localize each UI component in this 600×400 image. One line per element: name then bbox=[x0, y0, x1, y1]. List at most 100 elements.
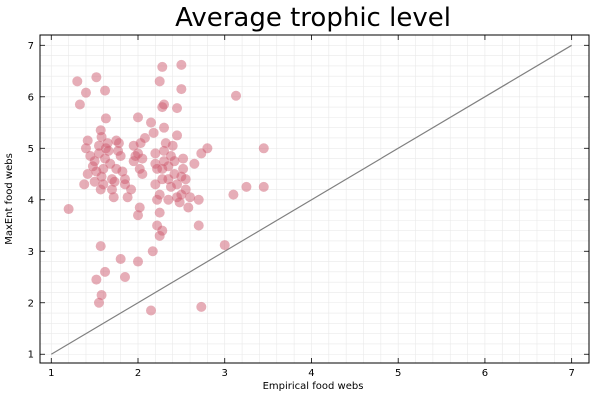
data-point bbox=[169, 156, 180, 167]
data-points bbox=[63, 59, 269, 316]
data-point bbox=[82, 169, 93, 180]
data-point bbox=[98, 179, 109, 190]
data-point bbox=[126, 184, 137, 195]
data-point bbox=[109, 176, 120, 187]
x-tick-label: 6 bbox=[482, 368, 488, 379]
data-point bbox=[72, 76, 83, 87]
data-point bbox=[157, 225, 168, 236]
data-point bbox=[147, 246, 158, 257]
data-point bbox=[258, 181, 269, 192]
y-tick-label: 5 bbox=[28, 144, 34, 155]
data-point bbox=[167, 140, 178, 151]
data-point bbox=[231, 90, 242, 101]
data-point bbox=[103, 145, 114, 156]
data-point bbox=[117, 166, 128, 177]
data-point bbox=[74, 99, 85, 110]
y-tick-label: 6 bbox=[28, 92, 34, 103]
data-point bbox=[113, 138, 124, 149]
data-point bbox=[193, 220, 204, 231]
data-point bbox=[154, 189, 165, 200]
data-point bbox=[196, 301, 207, 312]
identity-line bbox=[50, 44, 572, 355]
data-point bbox=[258, 143, 269, 154]
data-point bbox=[157, 102, 168, 113]
data-point bbox=[102, 138, 113, 149]
data-point bbox=[189, 158, 200, 169]
data-point bbox=[89, 156, 100, 167]
data-point bbox=[178, 163, 189, 174]
data-point bbox=[154, 76, 165, 87]
chart-title: Average trophic level bbox=[175, 3, 451, 33]
data-point bbox=[176, 84, 187, 95]
data-point bbox=[172, 179, 183, 190]
data-point bbox=[115, 253, 126, 264]
x-tick-label: 1 bbox=[48, 368, 54, 379]
data-point bbox=[137, 153, 148, 164]
data-point bbox=[150, 179, 161, 190]
x-axis-label: Empirical food webs bbox=[263, 381, 364, 392]
axis-ticks: 1 2 3 4 5 6 7 1 2 3 4 5 6 7 bbox=[28, 35, 589, 379]
y-tick-label: 7 bbox=[28, 41, 34, 52]
data-point bbox=[133, 112, 144, 123]
reference-line-layer bbox=[50, 44, 572, 355]
data-point bbox=[185, 192, 196, 203]
y-tick-label: 1 bbox=[28, 350, 34, 361]
data-point bbox=[174, 197, 185, 208]
data-point bbox=[159, 122, 170, 133]
x-tick-label: 3 bbox=[222, 368, 228, 379]
data-point bbox=[82, 135, 93, 146]
data-point bbox=[176, 59, 187, 70]
data-point bbox=[146, 305, 157, 316]
data-point bbox=[96, 171, 107, 182]
data-point bbox=[95, 241, 106, 252]
data-point bbox=[122, 192, 133, 203]
data-point bbox=[172, 130, 183, 141]
data-point bbox=[133, 256, 144, 267]
data-point bbox=[146, 117, 157, 128]
data-point bbox=[148, 127, 159, 138]
data-point bbox=[96, 131, 107, 142]
y-axis-label: MaxEnt food webs bbox=[4, 153, 15, 245]
data-point bbox=[154, 207, 165, 218]
x-tick-label: 5 bbox=[395, 368, 401, 379]
y-tick-label: 4 bbox=[28, 195, 34, 206]
data-point bbox=[93, 297, 104, 308]
data-point bbox=[159, 145, 170, 156]
data-point bbox=[193, 194, 204, 205]
data-point bbox=[89, 176, 100, 187]
data-point bbox=[183, 202, 194, 213]
data-point bbox=[241, 181, 252, 192]
data-point bbox=[80, 87, 91, 98]
data-point bbox=[178, 153, 189, 164]
data-point bbox=[100, 113, 111, 124]
data-point bbox=[119, 272, 130, 283]
data-point bbox=[91, 72, 102, 83]
data-point bbox=[115, 151, 126, 162]
data-point bbox=[100, 85, 111, 96]
data-point bbox=[137, 169, 148, 180]
y-tick-label: 2 bbox=[28, 298, 34, 309]
data-point bbox=[63, 204, 74, 215]
data-point bbox=[163, 194, 174, 205]
data-point bbox=[108, 192, 119, 203]
data-point bbox=[80, 143, 91, 154]
data-point bbox=[150, 148, 161, 159]
x-tick-label: 4 bbox=[308, 368, 314, 379]
data-point bbox=[134, 202, 145, 213]
y-tick-label: 3 bbox=[28, 247, 34, 258]
data-point bbox=[202, 143, 213, 154]
data-point bbox=[180, 174, 191, 185]
data-point bbox=[106, 184, 117, 195]
data-point bbox=[98, 163, 109, 174]
x-tick-label: 2 bbox=[135, 368, 141, 379]
data-point bbox=[100, 266, 111, 277]
data-point bbox=[228, 189, 239, 200]
x-tick-label: 7 bbox=[568, 368, 574, 379]
data-point bbox=[128, 156, 139, 167]
data-point bbox=[96, 290, 107, 301]
data-point bbox=[133, 210, 144, 221]
data-point bbox=[219, 240, 230, 251]
data-point bbox=[172, 103, 183, 114]
data-point bbox=[91, 274, 102, 285]
